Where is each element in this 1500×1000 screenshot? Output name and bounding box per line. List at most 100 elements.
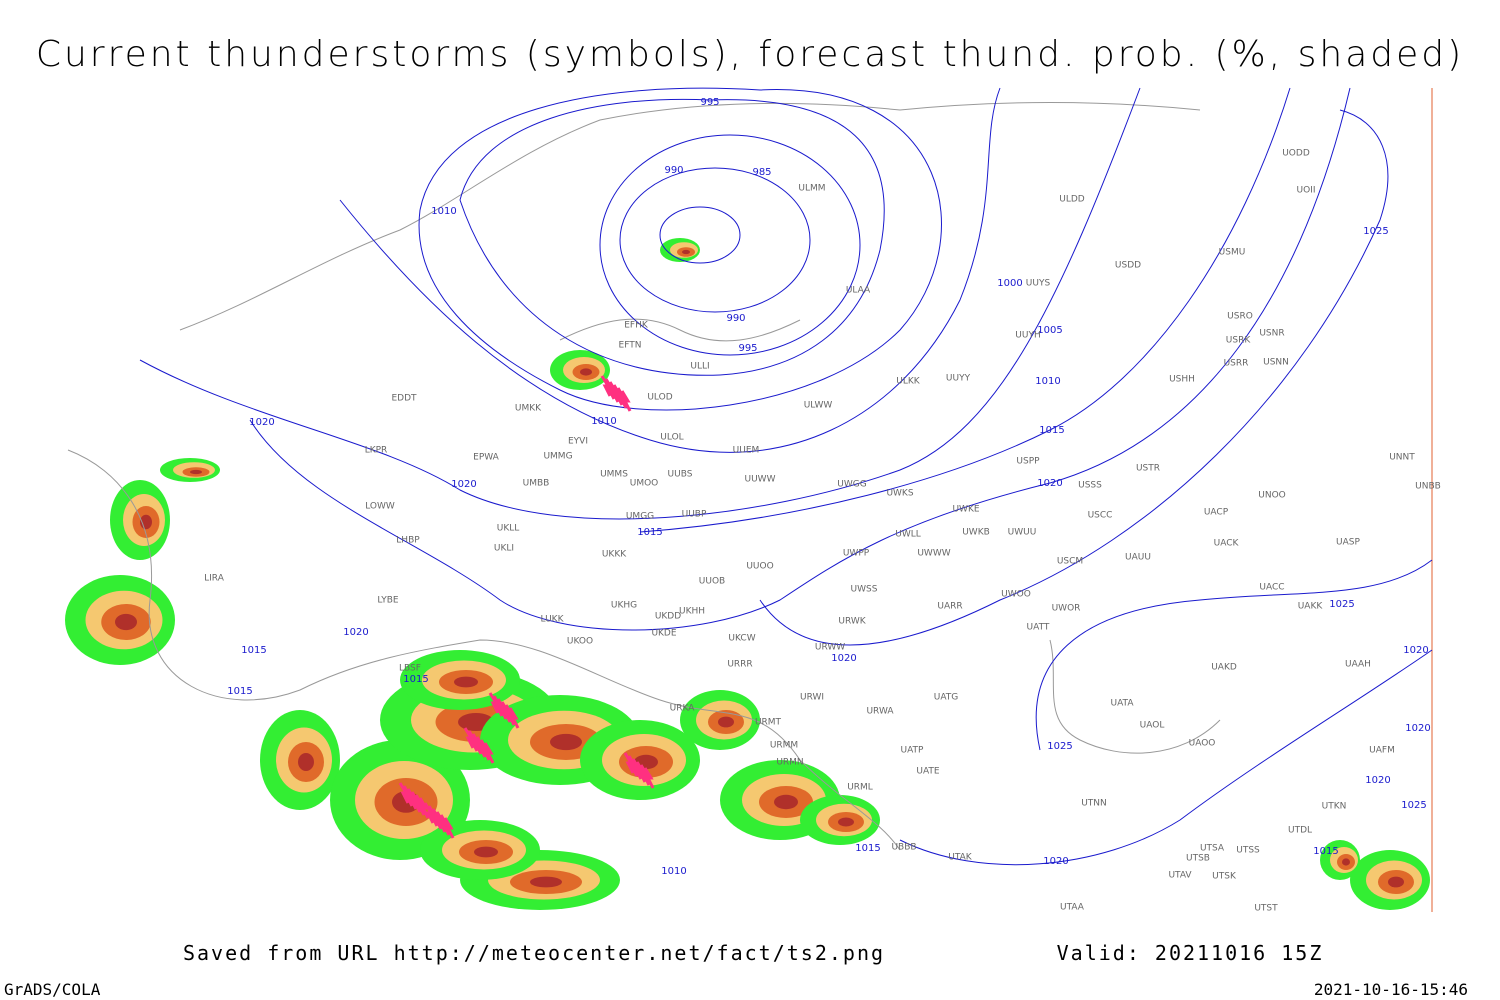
storm-symbol xyxy=(608,381,620,403)
thunder-probability xyxy=(65,238,1430,910)
station-label: EFHK xyxy=(624,321,649,331)
station-label: UUYH xyxy=(1015,331,1040,341)
station-label: UARR xyxy=(937,602,962,612)
station-label: UUBP xyxy=(682,510,707,520)
storm-symbol xyxy=(427,805,439,827)
isobar-label: 1010 xyxy=(661,866,686,877)
isobar-label: 1000 xyxy=(997,278,1022,289)
station-label: UWOO xyxy=(1001,590,1031,600)
station-label: USDD xyxy=(1115,261,1141,271)
isobar-label: 1015 xyxy=(637,527,662,538)
isobar-label: 1020 xyxy=(343,627,368,638)
isobar-label: 1015 xyxy=(227,686,252,697)
isobar-label: 1015 xyxy=(241,645,266,656)
station-label: UKLI xyxy=(494,544,514,554)
isobar-label: 995 xyxy=(700,97,719,108)
storm-symbol xyxy=(600,375,612,397)
station-label: UMKK xyxy=(515,404,542,414)
storm-symbol xyxy=(627,755,639,777)
station-label: UWPP xyxy=(843,549,870,559)
station-label: USTR xyxy=(1136,464,1160,474)
station-label: UATP xyxy=(901,746,925,756)
storm-symbol xyxy=(483,742,495,764)
isobar-label: 1015 xyxy=(1313,846,1338,857)
station-label: UNOO xyxy=(1258,491,1286,501)
storm-symbol xyxy=(414,794,426,816)
prob-top xyxy=(115,613,137,631)
storm-symbol xyxy=(435,811,447,833)
prob-top xyxy=(190,469,202,475)
station-label: USNR xyxy=(1259,329,1284,339)
station-label: UATT xyxy=(1027,623,1050,633)
storm-symbol xyxy=(423,802,435,824)
storm-symbol xyxy=(463,727,475,749)
isobar-label: 1005 xyxy=(1037,325,1062,336)
station-label: UKCW xyxy=(728,634,755,644)
station-label: URRR xyxy=(727,660,752,670)
isobar-label: 1025 xyxy=(1401,800,1426,811)
station-label: UUBS xyxy=(668,470,693,480)
station-label: UMBB xyxy=(523,479,550,489)
storm-symbol xyxy=(604,378,616,400)
station-label: ULKK xyxy=(896,377,921,387)
isobar-label: 1025 xyxy=(1047,741,1072,752)
station-label: UWGG xyxy=(837,480,866,490)
storm-symbol xyxy=(439,814,451,836)
station-label: UMMS xyxy=(600,470,628,480)
isobar-label: 990 xyxy=(726,313,745,324)
prob-top xyxy=(530,876,562,888)
storm-symbol xyxy=(471,733,483,755)
isobar-label: 1010 xyxy=(1035,376,1060,387)
thunderstorm-symbols xyxy=(398,375,655,839)
prob-top xyxy=(1388,876,1404,888)
storm-symbol xyxy=(620,390,632,412)
station-label: UKLL xyxy=(497,524,520,534)
storm-symbol xyxy=(410,791,422,813)
storm-symbol xyxy=(612,384,624,406)
station-label: USPP xyxy=(1016,457,1040,467)
station-label: UUWW xyxy=(745,475,776,485)
storm-symbol xyxy=(496,698,508,720)
station-label: UKDE xyxy=(651,629,676,639)
station-label: URWA xyxy=(866,707,894,717)
station-label: LKPR xyxy=(365,446,388,456)
station-label: URWW xyxy=(815,643,845,653)
station-label: UAKK xyxy=(1298,602,1324,612)
station-label: UODD xyxy=(1282,149,1310,159)
storm-symbol xyxy=(418,797,430,819)
isobar-label: 1010 xyxy=(591,416,616,427)
storm-symbol xyxy=(479,739,491,761)
storm-symbol xyxy=(635,761,647,783)
station-label: EYVI xyxy=(568,437,588,447)
isobar-label: 1015 xyxy=(1039,425,1064,436)
storm-symbol xyxy=(616,387,628,409)
isobar-label: 1020 xyxy=(451,479,476,490)
station-label: ULLI xyxy=(690,362,709,372)
prob-top xyxy=(474,846,498,858)
station-label: UAFM xyxy=(1369,746,1395,756)
station-label: UKHG xyxy=(611,601,637,611)
isobars xyxy=(139,87,1433,866)
station-label: UTSB xyxy=(1186,854,1210,864)
station-label: URWI xyxy=(800,693,824,703)
station-label: ULWW xyxy=(804,401,833,411)
station-label: UAUU xyxy=(1125,553,1151,563)
storm-symbol xyxy=(443,817,455,839)
station-label: LBSF xyxy=(399,664,421,674)
station-label: UUYY xyxy=(946,374,971,384)
station-label: UTNN xyxy=(1081,799,1107,809)
source: Saved from URL http://meteocenter.net/fa… xyxy=(183,941,885,965)
station-label: URKA xyxy=(670,704,696,714)
station-label: UKHH xyxy=(679,607,705,617)
station-label: UTSA xyxy=(1200,844,1225,854)
station-label: URWK xyxy=(838,617,866,627)
station-label: UTKN xyxy=(1322,802,1347,812)
station-label: UTSS xyxy=(1236,846,1260,856)
isobar-label: 1010 xyxy=(431,206,456,217)
storm-symbol xyxy=(402,785,414,807)
station-label: UUOB xyxy=(699,577,725,587)
station-label: LUKK xyxy=(541,615,565,625)
station-label: UWOR xyxy=(1052,604,1081,614)
station-label: UTAK xyxy=(948,853,973,863)
prob-top xyxy=(454,676,478,688)
